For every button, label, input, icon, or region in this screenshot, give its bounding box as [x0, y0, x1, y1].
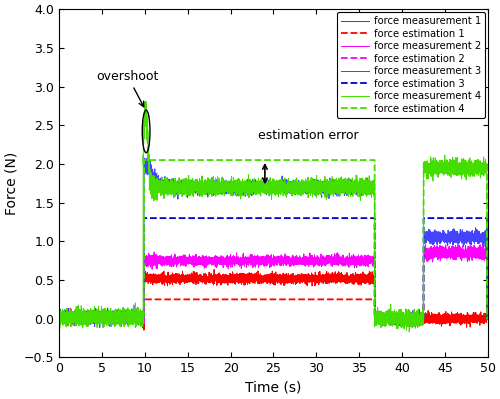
Text: estimation error: estimation error [258, 129, 358, 142]
force estimation 1 [78, 316, 84, 321]
force estimation 3 [211, 216, 217, 221]
force estimation 3 [396, 316, 402, 321]
Line: force estimation 1: force estimation 1 [59, 299, 488, 319]
force measurement 3 [212, 180, 218, 185]
force estimation 4 [56, 316, 62, 321]
force estimation 3 [374, 316, 380, 321]
force estimation 4 [374, 316, 380, 321]
force estimation 3 [484, 316, 490, 321]
force measurement 1 [310, 274, 316, 279]
force estimation 4 [396, 316, 402, 321]
force measurement 2 [396, 316, 402, 321]
force measurement 3 [310, 188, 316, 193]
force measurement 2 [483, 241, 489, 246]
Line: force estimation 4: force estimation 4 [59, 160, 488, 319]
force estimation 4 [78, 316, 84, 321]
force measurement 2 [374, 312, 380, 317]
force measurement 4 [328, 184, 334, 189]
X-axis label: Time (s): Time (s) [246, 381, 302, 395]
force estimation 1 [484, 316, 490, 321]
force estimation 3 [328, 216, 334, 221]
Line: force measurement 2: force measurement 2 [59, 243, 488, 326]
force measurement 1 [212, 277, 218, 282]
force estimation 2 [211, 258, 217, 263]
force measurement 3 [374, 320, 380, 324]
force measurement 4 [310, 188, 316, 193]
force estimation 1 [396, 316, 402, 321]
force measurement 1 [211, 267, 217, 272]
force measurement 3 [396, 321, 402, 326]
force measurement 2 [78, 315, 84, 320]
force measurement 3 [484, 316, 490, 321]
force estimation 3 [56, 316, 62, 321]
force measurement 2 [310, 257, 316, 262]
force estimation 2 [78, 316, 84, 321]
force measurement 3 [96, 325, 102, 330]
force estimation 2 [56, 316, 62, 321]
Legend: force measurement 1, force estimation 1, force measurement 2, force estimation 2: force measurement 1, force estimation 1,… [336, 12, 485, 118]
force measurement 4 [396, 320, 402, 325]
force measurement 4 [78, 313, 84, 318]
force measurement 3 [328, 182, 334, 187]
force estimation 4 [484, 316, 490, 321]
force estimation 1 [328, 297, 334, 302]
force measurement 2 [211, 259, 217, 264]
force measurement 1 [56, 314, 62, 318]
force measurement 3 [56, 312, 62, 317]
force estimation 3 [141, 216, 147, 221]
force measurement 1 [484, 316, 490, 321]
force estimation 4 [328, 158, 334, 162]
force measurement 2 [407, 324, 413, 329]
Line: force measurement 3: force measurement 3 [59, 158, 488, 328]
Line: force measurement 1: force measurement 1 [59, 269, 488, 330]
force measurement 1 [328, 274, 334, 279]
Text: overshoot: overshoot [96, 70, 159, 107]
force measurement 1 [374, 316, 380, 321]
Line: force estimation 2: force estimation 2 [59, 251, 488, 319]
force estimation 1 [211, 297, 217, 302]
force estimation 2 [484, 316, 490, 321]
force measurement 3 [141, 156, 147, 160]
force measurement 4 [374, 313, 380, 318]
force measurement 1 [396, 320, 402, 325]
force estimation 1 [310, 297, 316, 302]
force estimation 4 [310, 158, 316, 162]
force measurement 4 [56, 318, 62, 323]
force measurement 4 [484, 316, 490, 321]
force estimation 3 [78, 316, 84, 321]
force estimation 2 [420, 248, 426, 253]
force measurement 4 [211, 192, 217, 197]
force estimation 4 [141, 158, 147, 162]
force estimation 1 [374, 316, 380, 321]
force estimation 1 [56, 316, 62, 321]
force estimation 2 [310, 258, 316, 263]
force measurement 2 [56, 317, 62, 322]
force measurement 1 [78, 315, 84, 320]
force measurement 3 [78, 313, 84, 318]
Line: force estimation 3: force estimation 3 [59, 218, 488, 319]
force measurement 4 [143, 99, 149, 104]
force estimation 2 [328, 258, 334, 263]
force estimation 1 [141, 297, 147, 302]
Line: force measurement 4: force measurement 4 [59, 101, 488, 332]
force measurement 1 [141, 328, 147, 332]
force measurement 2 [328, 263, 334, 268]
force estimation 4 [211, 158, 217, 162]
force measurement 2 [484, 316, 490, 321]
Y-axis label: Force (N): Force (N) [4, 152, 18, 215]
force estimation 2 [374, 316, 380, 321]
force estimation 2 [396, 316, 402, 321]
force estimation 3 [310, 216, 316, 221]
force measurement 4 [406, 330, 412, 334]
